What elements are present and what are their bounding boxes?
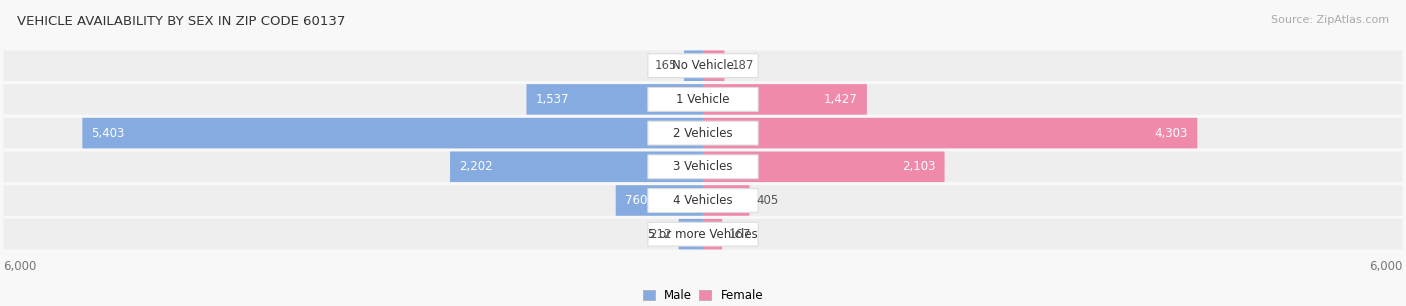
FancyBboxPatch shape	[83, 118, 703, 148]
FancyBboxPatch shape	[648, 222, 758, 246]
Text: 5 or more Vehicles: 5 or more Vehicles	[648, 228, 758, 241]
Text: 5,403: 5,403	[91, 127, 125, 140]
Text: VEHICLE AVAILABILITY BY SEX IN ZIP CODE 60137: VEHICLE AVAILABILITY BY SEX IN ZIP CODE …	[17, 15, 346, 28]
Text: 167: 167	[730, 228, 752, 241]
Text: 2 Vehicles: 2 Vehicles	[673, 127, 733, 140]
FancyBboxPatch shape	[648, 88, 758, 111]
FancyBboxPatch shape	[450, 151, 703, 182]
Text: 1 Vehicle: 1 Vehicle	[676, 93, 730, 106]
FancyBboxPatch shape	[648, 155, 758, 179]
FancyBboxPatch shape	[3, 50, 1403, 81]
Text: 165: 165	[655, 59, 678, 72]
FancyBboxPatch shape	[3, 84, 1403, 115]
Legend: Male, Female: Male, Female	[638, 285, 768, 306]
FancyBboxPatch shape	[703, 219, 723, 249]
Text: 1,537: 1,537	[536, 93, 569, 106]
Text: 4 Vehicles: 4 Vehicles	[673, 194, 733, 207]
FancyBboxPatch shape	[3, 185, 1403, 216]
FancyBboxPatch shape	[3, 219, 1403, 249]
Text: 4,303: 4,303	[1154, 127, 1188, 140]
FancyBboxPatch shape	[703, 151, 945, 182]
Text: 6,000: 6,000	[1369, 260, 1403, 274]
FancyBboxPatch shape	[679, 219, 703, 249]
FancyBboxPatch shape	[526, 84, 703, 115]
Text: 6,000: 6,000	[3, 260, 37, 274]
FancyBboxPatch shape	[3, 151, 1403, 182]
FancyBboxPatch shape	[703, 185, 749, 216]
Text: Source: ZipAtlas.com: Source: ZipAtlas.com	[1271, 15, 1389, 25]
FancyBboxPatch shape	[703, 118, 1198, 148]
FancyBboxPatch shape	[685, 50, 703, 81]
FancyBboxPatch shape	[648, 54, 758, 78]
Text: 760: 760	[624, 194, 647, 207]
FancyBboxPatch shape	[703, 84, 868, 115]
Text: No Vehicle: No Vehicle	[672, 59, 734, 72]
Text: 405: 405	[756, 194, 779, 207]
Text: 2,202: 2,202	[460, 160, 494, 173]
Text: 212: 212	[650, 228, 672, 241]
Text: 1,427: 1,427	[824, 93, 858, 106]
FancyBboxPatch shape	[3, 118, 1403, 148]
Text: 187: 187	[731, 59, 754, 72]
FancyBboxPatch shape	[616, 185, 703, 216]
Text: 3 Vehicles: 3 Vehicles	[673, 160, 733, 173]
Text: 2,103: 2,103	[901, 160, 935, 173]
FancyBboxPatch shape	[648, 121, 758, 145]
FancyBboxPatch shape	[648, 188, 758, 212]
FancyBboxPatch shape	[703, 50, 724, 81]
